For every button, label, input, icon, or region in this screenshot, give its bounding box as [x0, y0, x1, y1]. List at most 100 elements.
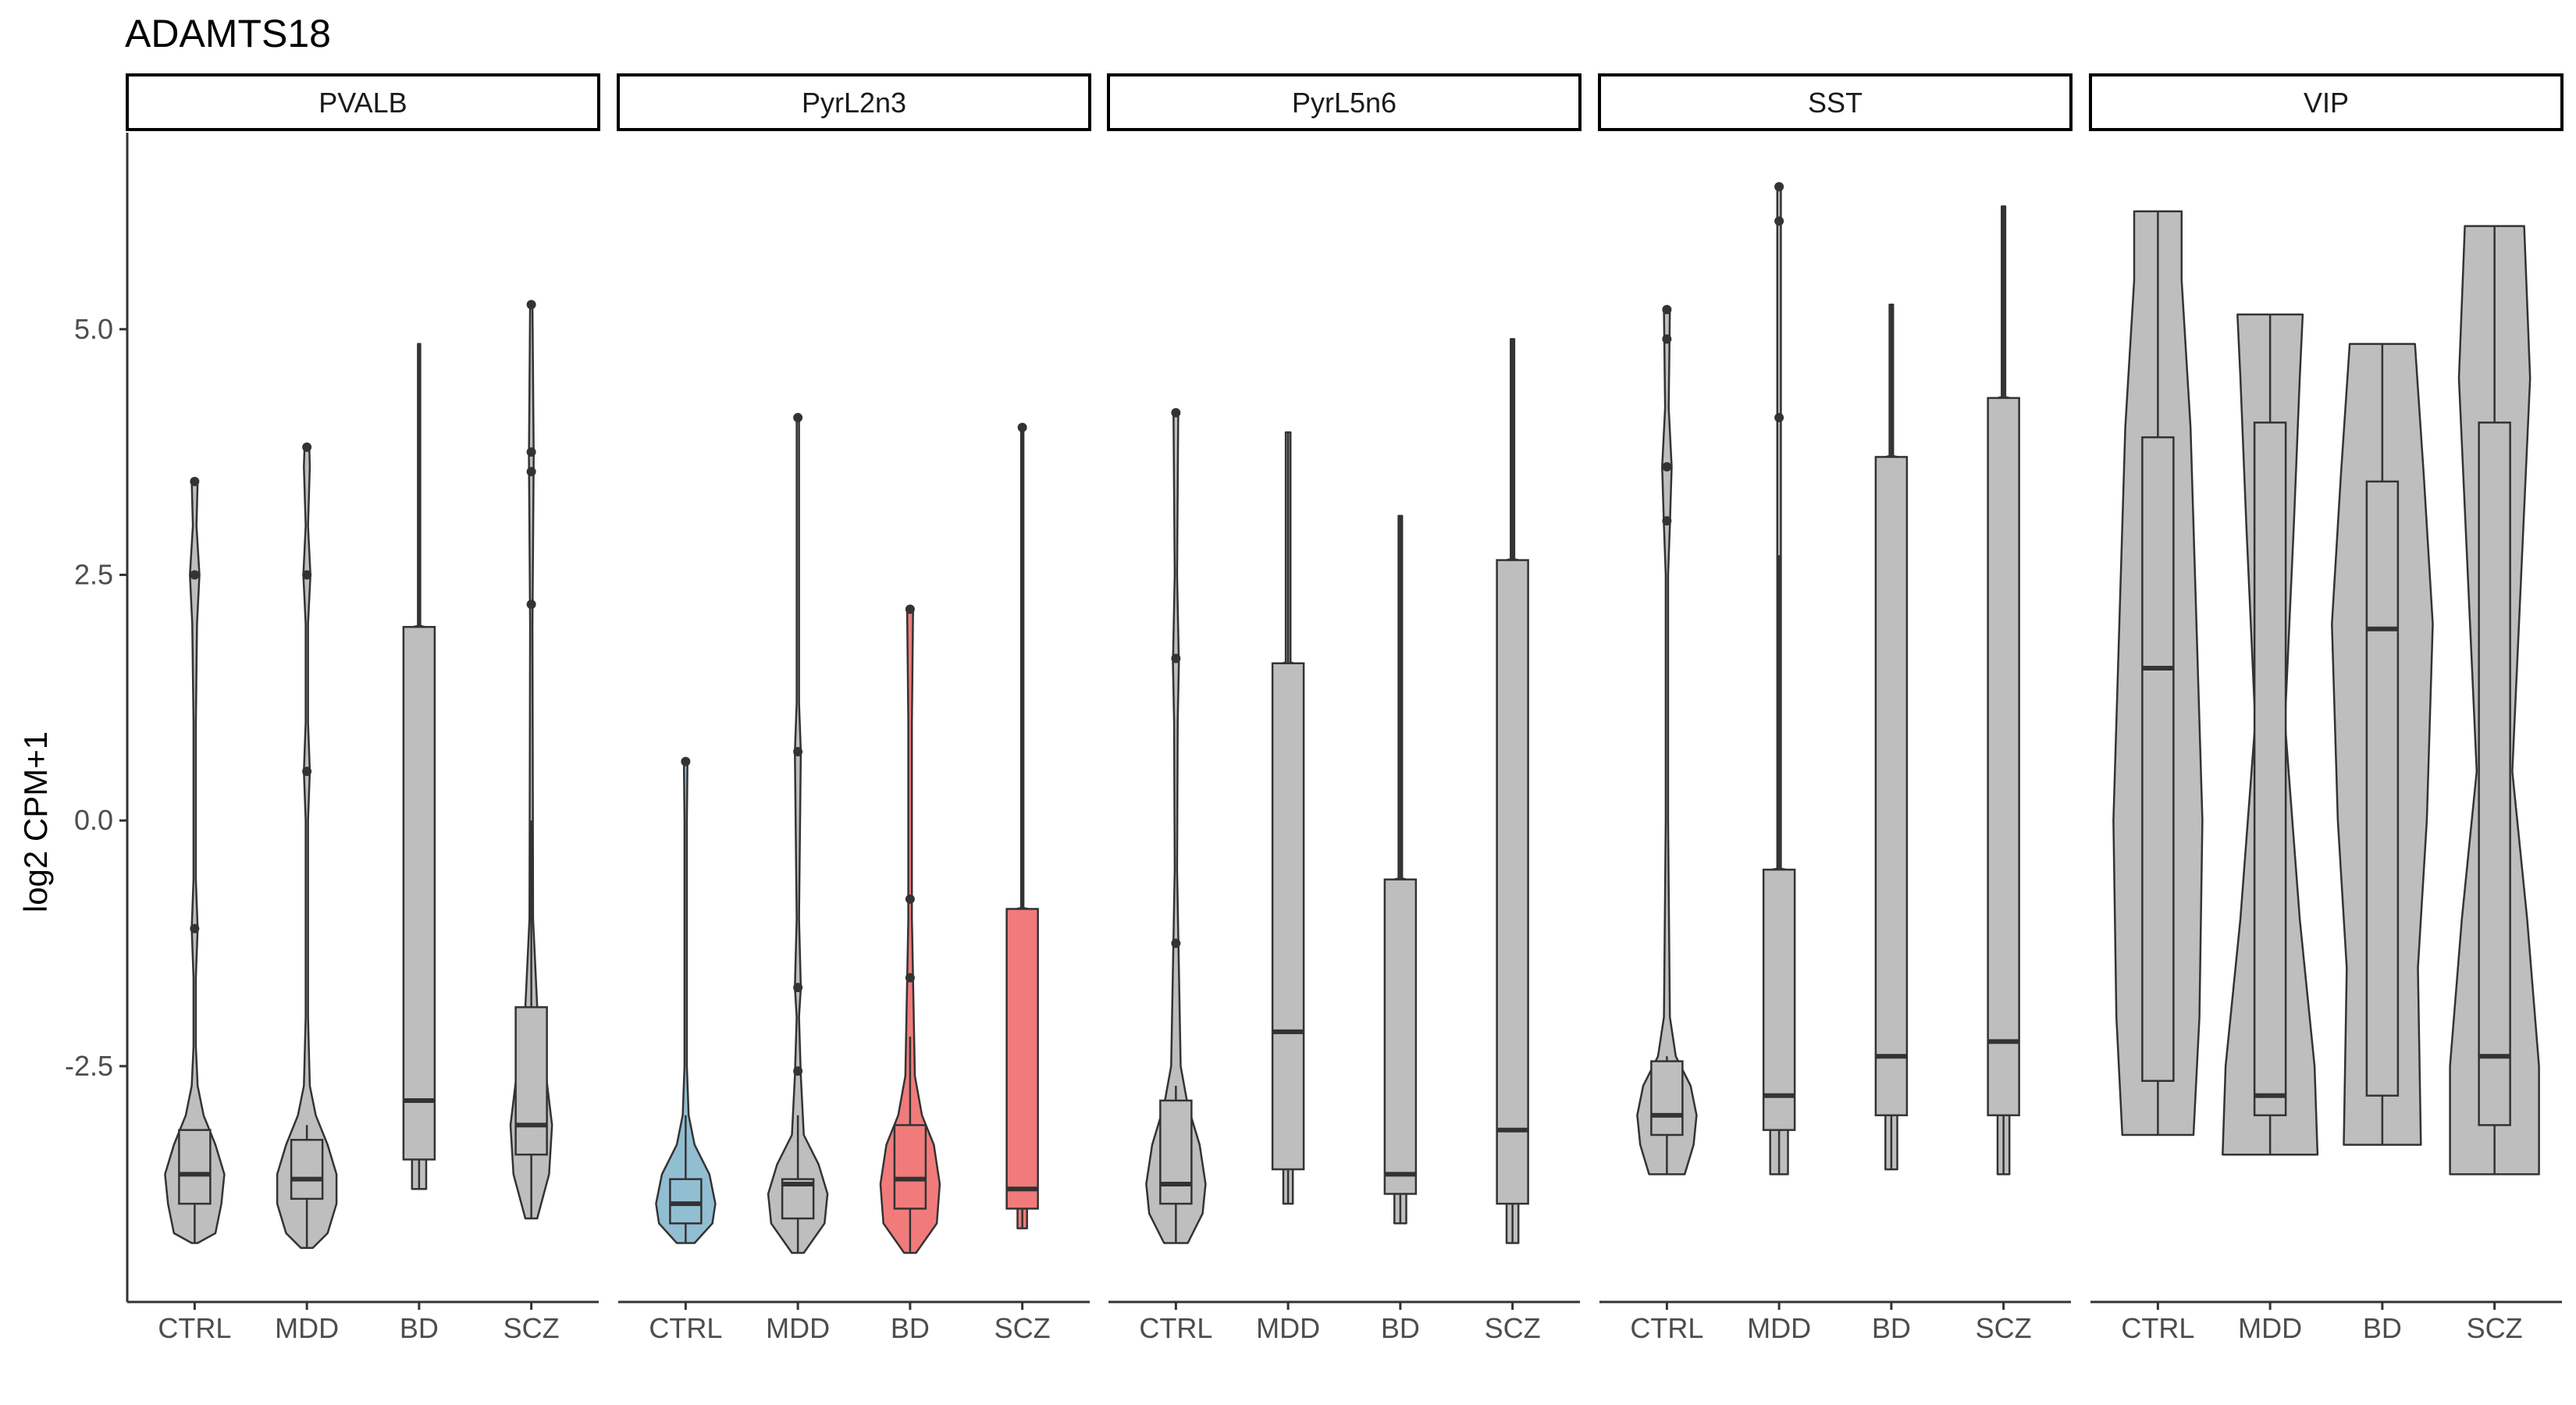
y-tick-label: 2.5	[74, 558, 113, 590]
outlier-point	[1171, 407, 1181, 418]
box-iqr	[669, 1178, 703, 1225]
facet-panel-pyrl5n6: PyrL5n6 CTRL MDD BD SCZ	[1107, 73, 1582, 1344]
y-axis: -2.5 0.0 2.5 5.0	[65, 133, 129, 1302]
violin-pyrl5n6-scz	[1496, 338, 1529, 1244]
box-iqr	[1496, 559, 1529, 1205]
chart-title: ADAMTS18	[125, 12, 331, 55]
outlier-point	[302, 570, 312, 580]
outlier-point	[793, 747, 803, 757]
x-tick-label: BD	[400, 1312, 439, 1344]
violin-pyrl5n6-mdd	[1271, 431, 1305, 1205]
box-iqr	[1159, 1099, 1193, 1205]
violin-pvalb-bd	[402, 343, 436, 1190]
outlier-point	[190, 570, 200, 580]
outlier-point	[1171, 938, 1181, 948]
violin-pyrl2n3-ctrl	[655, 756, 717, 1244]
violin-sst-bd	[1874, 304, 1909, 1171]
x-tick-label: BD	[1872, 1312, 1911, 1344]
outlier-point	[526, 447, 536, 457]
box-iqr	[2141, 436, 2175, 1083]
x-tick-label: CTRL	[1630, 1312, 1703, 1344]
outlier-point	[526, 599, 536, 610]
violin-sst-ctrl	[1636, 304, 1698, 1176]
outlier-point	[526, 467, 536, 477]
outlier-point	[302, 767, 312, 777]
box-iqr	[178, 1129, 212, 1205]
violin-vip-scz	[2449, 225, 2540, 1176]
box-iqr	[1650, 1060, 1684, 1136]
violin-sst-mdd	[1762, 182, 1796, 1176]
box-iqr	[893, 1124, 927, 1210]
facet-panel-vip: VIP CTRL MDD BD SCZ	[2089, 73, 2564, 1344]
facet-panel-sst: SST CTRL MDD BD SCZ	[1598, 73, 2073, 1344]
x-tick-label: MDD	[766, 1312, 830, 1344]
x-tick-label: MDD	[1256, 1312, 1320, 1344]
box-iqr	[2478, 422, 2511, 1126]
y-tick-label: 0.0	[74, 804, 113, 836]
box-iqr	[2365, 480, 2400, 1097]
x-tick-label: BD	[1381, 1312, 1420, 1344]
outlier-point	[1662, 516, 1672, 526]
x-tick-label: BD	[2363, 1312, 2402, 1344]
outlier-point	[1662, 304, 1672, 315]
violin-pvalb-scz	[509, 300, 553, 1220]
y-tick-label: 5.0	[74, 313, 113, 345]
facet-panel-pyrl2n3: PyrL2n3 CTRL MDD BD SCZ	[617, 73, 1091, 1344]
box-iqr	[1762, 868, 1796, 1131]
box-iqr	[2253, 422, 2287, 1117]
box-iqr	[1271, 662, 1305, 1171]
violin-vip-bd	[2331, 343, 2434, 1146]
outlier-point	[526, 300, 536, 310]
outlier-point	[1774, 216, 1784, 226]
facet-strip	[126, 73, 600, 131]
facet-strip	[2089, 73, 2564, 131]
outlier-point	[681, 756, 691, 767]
box-iqr	[1005, 908, 1039, 1210]
outlier-point	[905, 604, 915, 614]
facet-strip	[617, 73, 1091, 131]
facet-strip-label: PyrL2n3	[802, 87, 906, 119]
outlier-point	[793, 413, 803, 423]
violin-shape	[164, 480, 226, 1244]
facet-strip-label: SST	[1808, 87, 1863, 119]
outlier-point	[1774, 182, 1784, 192]
x-tick-label: CTRL	[649, 1312, 722, 1344]
facet-strip-label: PVALB	[318, 87, 407, 119]
x-tick-label: MDD	[2238, 1312, 2302, 1344]
outlier-point	[793, 1066, 803, 1076]
violin-pyrl2n3-mdd	[767, 413, 829, 1254]
x-tick-label: CTRL	[2121, 1312, 2194, 1344]
box-iqr	[1987, 397, 2020, 1117]
box-iqr	[402, 625, 436, 1161]
x-tick-label: SCZ	[994, 1312, 1051, 1344]
outlier-point	[1774, 413, 1784, 423]
outlier-point	[1662, 334, 1672, 344]
box-iqr	[514, 1006, 548, 1156]
x-tick-label: CTRL	[1139, 1312, 1212, 1344]
outlier-point	[905, 973, 915, 983]
box-iqr	[1874, 456, 1909, 1117]
x-tick-label: MDD	[275, 1312, 339, 1344]
violin-pyrl5n6-bd	[1383, 514, 1418, 1225]
outlier-point	[190, 476, 200, 486]
x-tick-label: BD	[891, 1312, 930, 1344]
violin-pyrl2n3-scz	[1005, 422, 1039, 1229]
violin-vip-mdd	[2222, 313, 2319, 1156]
x-tick-label: SCZ	[1485, 1312, 1541, 1344]
facet-strip-label: PyrL5n6	[1292, 87, 1397, 119]
facet-strip	[1598, 73, 2073, 131]
outlier-point	[905, 894, 915, 904]
outlier-point	[190, 923, 200, 934]
outlier-point	[302, 442, 312, 452]
box-iqr	[290, 1139, 324, 1200]
violin-shape	[1636, 308, 1698, 1176]
outlier-point	[793, 983, 803, 993]
violin-pyrl5n6-ctrl	[1145, 407, 1207, 1244]
violin-sst-scz	[1987, 205, 2020, 1176]
y-axis-title: log2 CPM+1	[17, 731, 54, 912]
outlier-point	[1662, 462, 1672, 471]
violin-pvalb-ctrl	[164, 476, 226, 1244]
outlier-point	[1171, 653, 1181, 663]
